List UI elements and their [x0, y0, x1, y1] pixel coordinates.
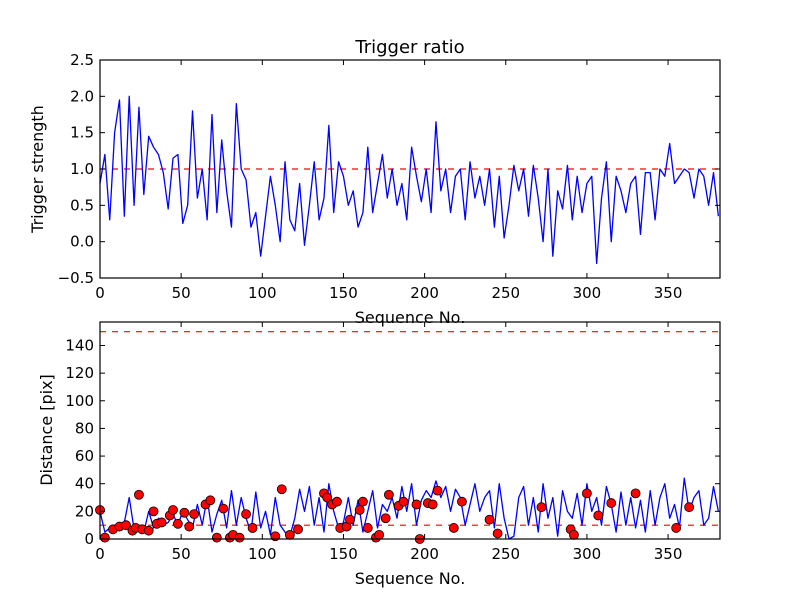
bottom-marker-point	[332, 496, 342, 507]
top-x-tick-label: 0	[95, 284, 105, 302]
bottom-y-tick-label: 100	[65, 392, 94, 410]
bottom-marker-point	[380, 513, 391, 524]
bottom-marker-point	[134, 489, 144, 500]
bottom-x-tick-label: 200	[410, 545, 439, 563]
top-x-tick-label: 250	[491, 284, 520, 302]
bottom-marker-point	[156, 517, 167, 528]
top-x-tick-label: 300	[573, 284, 602, 302]
top-x-tick-label: 50	[172, 284, 191, 302]
bottom-marker-point	[671, 523, 682, 533]
top-series-line	[99, 95, 720, 265]
bottom-marker-point	[593, 510, 604, 521]
bottom-marker-point	[358, 496, 368, 507]
bottom-marker-point	[384, 489, 394, 500]
bottom-marker-point	[143, 525, 154, 536]
bottom-marker-point	[448, 523, 459, 533]
bottom-marker-point	[121, 520, 131, 531]
bottom-marker-point	[205, 495, 216, 506]
bottom-marker-point	[606, 498, 617, 508]
bottom-marker-point	[247, 523, 258, 533]
top-chart-title: Trigger ratio	[354, 37, 464, 58]
bottom-marker-point	[284, 529, 295, 540]
bottom-marker-point	[398, 496, 409, 507]
bottom-marker-point	[684, 502, 695, 513]
bottom-series-line	[99, 477, 720, 540]
bottom-x-tick-label: 250	[491, 545, 520, 563]
top-y-tick-label: 1.5	[70, 124, 94, 142]
bottom-marker-point	[484, 514, 495, 525]
bottom-marker-point	[536, 502, 547, 513]
top-y-tick-label: 2.0	[70, 87, 94, 105]
bottom-marker-point	[168, 505, 178, 515]
bottom-axes-frame	[99, 321, 721, 540]
top-y-tick-label: −0.5	[58, 269, 94, 287]
bottom-marker-point	[427, 499, 438, 510]
top-axes: 0 50 100 150 200 250 300 350 −0.5 0.0 0.5 1.0 1.5 2.0…	[58, 51, 721, 302]
bottom-y-tick-label: 60	[75, 447, 94, 465]
bottom-x-tick-label: 50	[172, 545, 191, 563]
bottom-marker-point	[457, 496, 467, 507]
bottom-axes: 0 50 100 150 200 250 300 350 0 20 40 60 80 100 120 140	[65, 321, 721, 563]
bottom-marker-point	[234, 532, 245, 543]
top-y-axis-label: Trigger strength	[28, 105, 47, 234]
bottom-marker-point	[345, 514, 355, 525]
bottom-x-tick-label: 100	[248, 545, 277, 563]
top-x-axis-label: Sequence No.	[355, 308, 466, 327]
top-y-tick-label: 0.5	[70, 196, 94, 214]
bottom-y-tick-label: 20	[75, 502, 94, 520]
bottom-x-tick-label: 150	[329, 545, 358, 563]
bottom-y-tick-label: 40	[75, 475, 94, 493]
bottom-marker-point	[99, 532, 110, 543]
bottom-marker-point	[492, 528, 503, 539]
top-y-tick-label: 1.0	[70, 160, 94, 178]
bottom-y-tick-label: 0	[84, 530, 94, 548]
bottom-y-tick-label: 140	[65, 336, 94, 354]
bottom-marker-point	[218, 503, 229, 514]
bottom-x-tick-label: 300	[573, 545, 602, 563]
bottom-y-tick-label: 120	[65, 364, 94, 382]
bottom-marker-point	[322, 492, 333, 503]
top-x-tick-label: 350	[654, 284, 683, 302]
bottom-marker-point	[276, 484, 287, 495]
bottom-marker-point	[374, 529, 385, 540]
bottom-marker-point	[293, 524, 303, 535]
bottom-marker-point	[569, 529, 579, 540]
top-x-tick-label: 200	[410, 284, 439, 302]
bottom-x-tick-label: 0	[95, 545, 105, 563]
bottom-marker-point	[432, 485, 443, 496]
bottom-marker-point	[179, 507, 190, 518]
bottom-marker-point	[582, 488, 592, 499]
bottom-y-tick-label: 80	[75, 419, 94, 437]
bottom-marker-point	[173, 518, 183, 529]
bottom-marker-point	[241, 509, 251, 520]
top-y-tick-label: 2.5	[70, 51, 94, 69]
top-y-tick-label: 0.0	[70, 233, 94, 251]
bottom-marker-point	[184, 521, 195, 532]
top-x-tick-label: 100	[248, 284, 277, 302]
bottom-marker-point	[630, 488, 641, 499]
bottom-marker-point	[189, 509, 200, 520]
bottom-y-axis-label: Distance [pix]	[37, 374, 56, 486]
top-x-tick-label: 150	[329, 284, 358, 302]
bottom-marker-point	[362, 523, 373, 533]
bottom-marker-point	[411, 499, 422, 510]
bottom-x-axis-label: Sequence No.	[355, 569, 466, 588]
bottom-marker-point	[211, 532, 222, 543]
bottom-marker-point	[354, 505, 365, 515]
bottom-marker-point	[148, 506, 159, 517]
bottom-x-tick-label: 350	[654, 545, 683, 563]
